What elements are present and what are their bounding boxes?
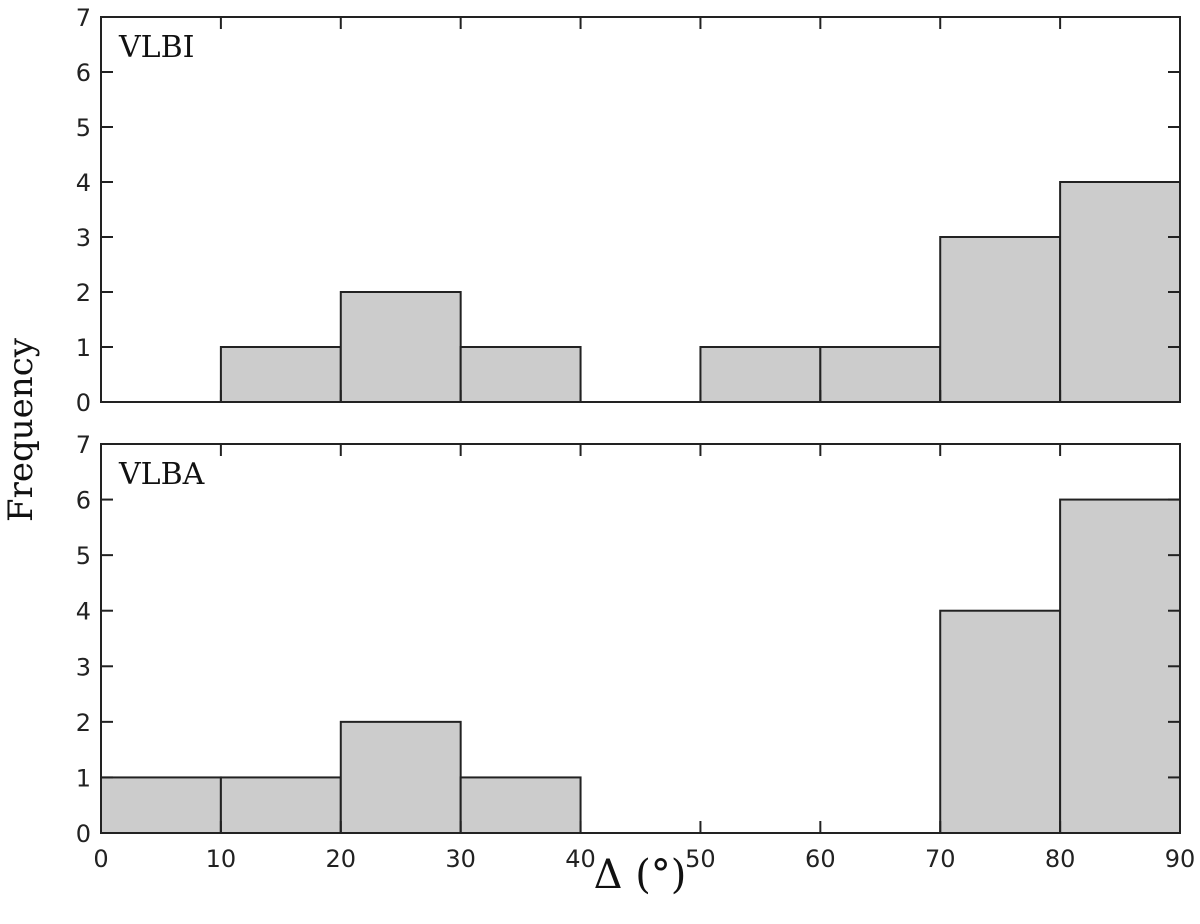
y-tick-label: 3	[76, 224, 91, 252]
y-tick-label: 1	[76, 764, 91, 792]
panel-vlbi: 0 1 2 3 4 5 6 7 VLBI	[76, 4, 1181, 417]
panels-group: 0 1 2 3 4 5 6 7 VLBI 0 1 2 3 4 5 6 7 VLBA 0 10 20 30 40 50 60 70 8…	[76, 4, 1196, 873]
y-tick-label: 7	[76, 4, 91, 32]
y-tick-label: 1	[76, 334, 91, 362]
x-tick-label: 10	[206, 845, 237, 873]
histogram-bar	[219, 776, 342, 835]
y-tick-label: 4	[76, 169, 91, 197]
y-tick-label: 4	[76, 598, 91, 626]
y-tick-label: 2	[76, 279, 91, 307]
panel-vlba: 0 1 2 3 4 5 6 7 VLBA 0 10 20 30 40 50 60 70 80 90	[76, 431, 1196, 873]
x-tick-label: 40	[565, 845, 596, 873]
x-tick-label: 50	[685, 845, 716, 873]
x-tick-label: 80	[1045, 845, 1076, 873]
y-tick-label: 0	[76, 389, 91, 417]
histogram-bar	[459, 346, 582, 403]
y-tick-label: 5	[76, 542, 91, 570]
x-tick-label: 90	[1165, 845, 1196, 873]
y-tick-label: 5	[76, 114, 91, 142]
y-tick-label: 0	[76, 820, 91, 848]
panel-label: VLBA	[118, 457, 205, 492]
y-tick-label: 7	[76, 431, 91, 459]
x-tick-label: 30	[445, 845, 476, 873]
y-tick-label: 6	[76, 487, 91, 515]
histogram-bar	[699, 346, 822, 403]
histogram-bar	[819, 346, 942, 403]
x-tick-label: 70	[925, 845, 956, 873]
x-axis-label: Δ (°)	[594, 852, 687, 898]
histogram-bar	[100, 776, 222, 835]
x-tick-label: 20	[326, 845, 357, 873]
histogram-bar	[339, 720, 462, 834]
histogram-bar	[1059, 498, 1181, 834]
histogram-bar	[939, 236, 1062, 403]
x-tick-label: 60	[805, 845, 836, 873]
histogram-bar	[219, 346, 342, 403]
histogram-bar	[339, 291, 462, 403]
histogram-bar	[1059, 181, 1181, 403]
panel-label: VLBI	[118, 30, 194, 65]
y-axis-label: Frequency	[1, 337, 41, 522]
y-tick-label: 6	[76, 59, 91, 87]
y-tick-label: 3	[76, 653, 91, 681]
x-tick-label: 0	[93, 845, 108, 873]
y-tick-label: 2	[76, 709, 91, 737]
axes-frame	[100, 16, 1181, 403]
histogram-bar	[459, 776, 582, 835]
axes-frame	[100, 443, 1181, 834]
histogram-bar	[939, 609, 1062, 835]
